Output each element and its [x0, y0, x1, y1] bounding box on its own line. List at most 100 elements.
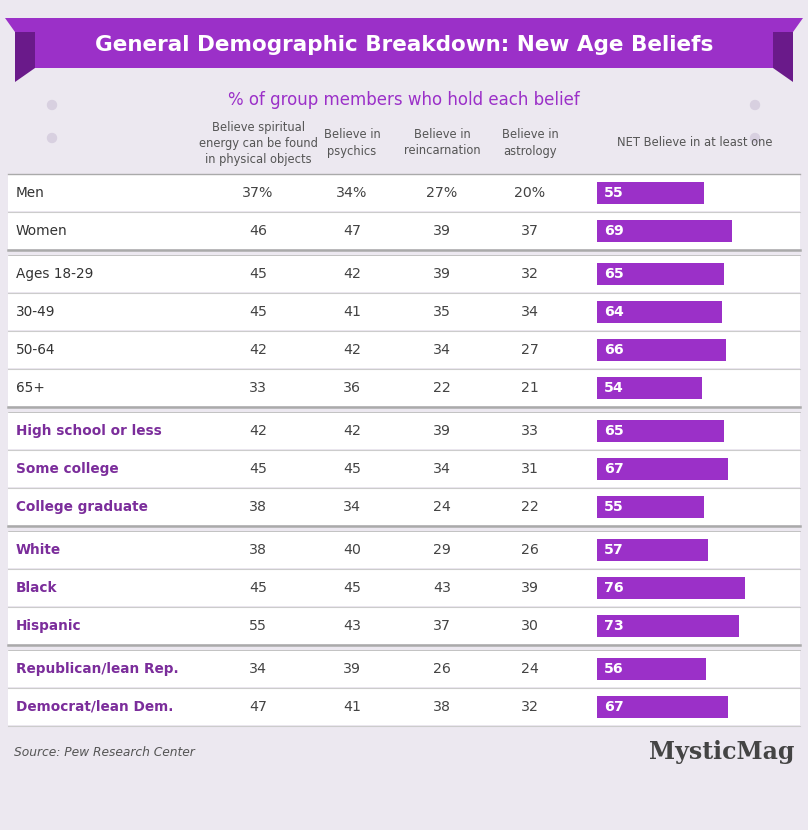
Text: 47: 47 [343, 224, 361, 238]
Text: 64: 64 [604, 305, 624, 319]
Text: Republican/lean Rep.: Republican/lean Rep. [16, 662, 179, 676]
FancyBboxPatch shape [597, 262, 724, 286]
Text: 30-49: 30-49 [16, 305, 56, 319]
FancyBboxPatch shape [597, 377, 702, 399]
Text: Black: Black [16, 581, 57, 595]
Text: 33: 33 [249, 381, 267, 395]
Text: 66: 66 [604, 343, 624, 357]
Text: 42: 42 [343, 343, 361, 357]
Text: 39: 39 [343, 662, 361, 676]
Text: 39: 39 [433, 267, 451, 281]
Text: 32: 32 [521, 700, 539, 714]
Text: 34: 34 [249, 662, 267, 676]
FancyBboxPatch shape [8, 569, 800, 607]
Text: Believe in
astrology: Believe in astrology [502, 129, 558, 158]
FancyBboxPatch shape [597, 657, 706, 681]
Text: % of group members who hold each belief: % of group members who hold each belief [228, 91, 580, 109]
Text: 39: 39 [521, 581, 539, 595]
Text: 55: 55 [604, 186, 624, 200]
FancyBboxPatch shape [597, 614, 739, 637]
Text: NET Believe in at least one: NET Believe in at least one [617, 136, 772, 149]
Text: 26: 26 [433, 662, 451, 676]
Text: 27%: 27% [427, 186, 457, 200]
Text: 67: 67 [604, 700, 624, 714]
FancyBboxPatch shape [35, 18, 773, 68]
Text: 45: 45 [249, 462, 267, 476]
FancyBboxPatch shape [597, 339, 726, 361]
Text: 35: 35 [433, 305, 451, 319]
Text: 57: 57 [604, 543, 624, 557]
Text: White: White [16, 543, 61, 557]
FancyBboxPatch shape [8, 531, 800, 569]
FancyBboxPatch shape [8, 256, 800, 292]
Text: 41: 41 [343, 305, 361, 319]
FancyBboxPatch shape [8, 174, 800, 212]
Text: Women: Women [16, 224, 68, 238]
Text: College graduate: College graduate [16, 500, 148, 514]
Text: 47: 47 [249, 700, 267, 714]
Polygon shape [773, 18, 803, 32]
Text: 55: 55 [604, 500, 624, 514]
Text: 65: 65 [604, 424, 624, 438]
Text: 45: 45 [249, 305, 267, 319]
Text: 21: 21 [521, 381, 539, 395]
Text: 40: 40 [343, 543, 361, 557]
Circle shape [751, 100, 760, 110]
Text: 30: 30 [521, 619, 539, 633]
FancyBboxPatch shape [8, 608, 800, 645]
Text: 45: 45 [249, 581, 267, 595]
Text: 37: 37 [433, 619, 451, 633]
Text: 31: 31 [521, 462, 539, 476]
Text: 73: 73 [604, 619, 624, 633]
Text: 34: 34 [521, 305, 539, 319]
Text: 37: 37 [521, 224, 539, 238]
Text: 54: 54 [604, 381, 624, 395]
FancyBboxPatch shape [597, 420, 724, 442]
Text: 69: 69 [604, 224, 624, 238]
FancyBboxPatch shape [8, 294, 800, 330]
Text: Source: Pew Research Center: Source: Pew Research Center [14, 745, 195, 759]
Text: 38: 38 [433, 700, 451, 714]
Text: 38: 38 [249, 543, 267, 557]
Text: 24: 24 [521, 662, 539, 676]
Text: 20%: 20% [515, 186, 545, 200]
Text: 26: 26 [521, 543, 539, 557]
Text: Democrat/lean Dem.: Democrat/lean Dem. [16, 700, 174, 714]
Text: 22: 22 [433, 381, 451, 395]
Text: 76: 76 [604, 581, 624, 595]
FancyBboxPatch shape [8, 651, 800, 687]
Text: 42: 42 [343, 424, 361, 438]
Text: 41: 41 [343, 700, 361, 714]
Polygon shape [15, 32, 35, 82]
Text: 43: 43 [343, 619, 361, 633]
FancyBboxPatch shape [8, 689, 800, 725]
Text: Believe spiritual
energy can be found
in physical objects: Believe spiritual energy can be found in… [199, 120, 318, 165]
Text: 34%: 34% [336, 186, 368, 200]
Text: 24: 24 [433, 500, 451, 514]
Text: MysticMag: MysticMag [649, 740, 794, 764]
FancyBboxPatch shape [597, 577, 745, 599]
Text: 34: 34 [433, 462, 451, 476]
FancyBboxPatch shape [597, 182, 705, 204]
Text: 29: 29 [433, 543, 451, 557]
FancyBboxPatch shape [597, 496, 705, 519]
Text: 37%: 37% [242, 186, 274, 200]
FancyBboxPatch shape [8, 212, 800, 250]
FancyBboxPatch shape [8, 451, 800, 487]
Text: 39: 39 [433, 424, 451, 438]
Text: 32: 32 [521, 267, 539, 281]
FancyBboxPatch shape [8, 331, 800, 369]
Text: 46: 46 [249, 224, 267, 238]
FancyBboxPatch shape [597, 300, 722, 324]
FancyBboxPatch shape [8, 489, 800, 525]
Circle shape [48, 134, 57, 143]
FancyBboxPatch shape [597, 220, 731, 242]
Text: 34: 34 [433, 343, 451, 357]
FancyBboxPatch shape [597, 539, 708, 561]
Text: 39: 39 [433, 224, 451, 238]
Polygon shape [773, 32, 793, 82]
Circle shape [751, 134, 760, 143]
Text: 42: 42 [343, 267, 361, 281]
Polygon shape [5, 18, 35, 32]
Text: 45: 45 [343, 462, 361, 476]
